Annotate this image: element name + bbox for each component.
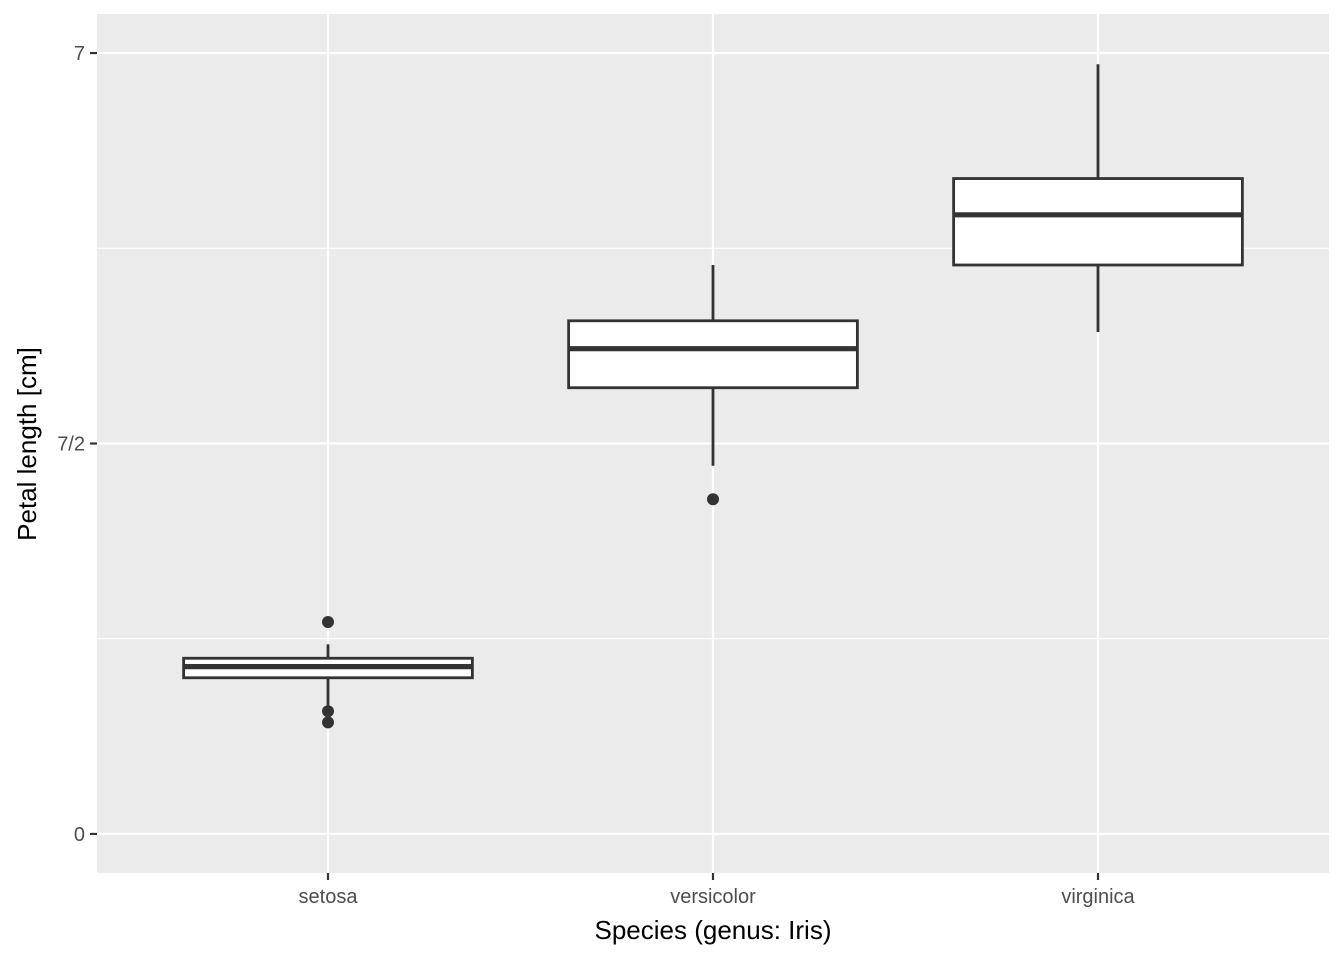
y-tick-label: 0	[74, 824, 85, 846]
x-tick-label: versicolor	[670, 886, 756, 908]
outlier-point	[707, 493, 719, 506]
axes: 0 7/2 7 setosa versicolor virginica	[57, 43, 1135, 908]
outlier-point	[322, 615, 334, 628]
box-group-versicolor	[567, 265, 859, 506]
x-tick-label: virginica	[1061, 886, 1135, 908]
outlier-point	[322, 716, 334, 729]
y-axis-title: Petal length [cm]	[12, 347, 42, 541]
boxes	[182, 64, 1244, 729]
y-tick-label: 7	[74, 43, 85, 65]
x-tick-label: setosa	[299, 886, 359, 908]
box-group-virginica	[952, 64, 1244, 332]
y-tick-label: 7/2	[57, 434, 85, 456]
box-iqr	[567, 319, 859, 390]
box-group-setosa	[182, 615, 474, 729]
box-iqr	[952, 177, 1244, 267]
x-axis-title: Species (genus: Iris)	[595, 915, 832, 945]
outlier-point	[322, 705, 334, 718]
